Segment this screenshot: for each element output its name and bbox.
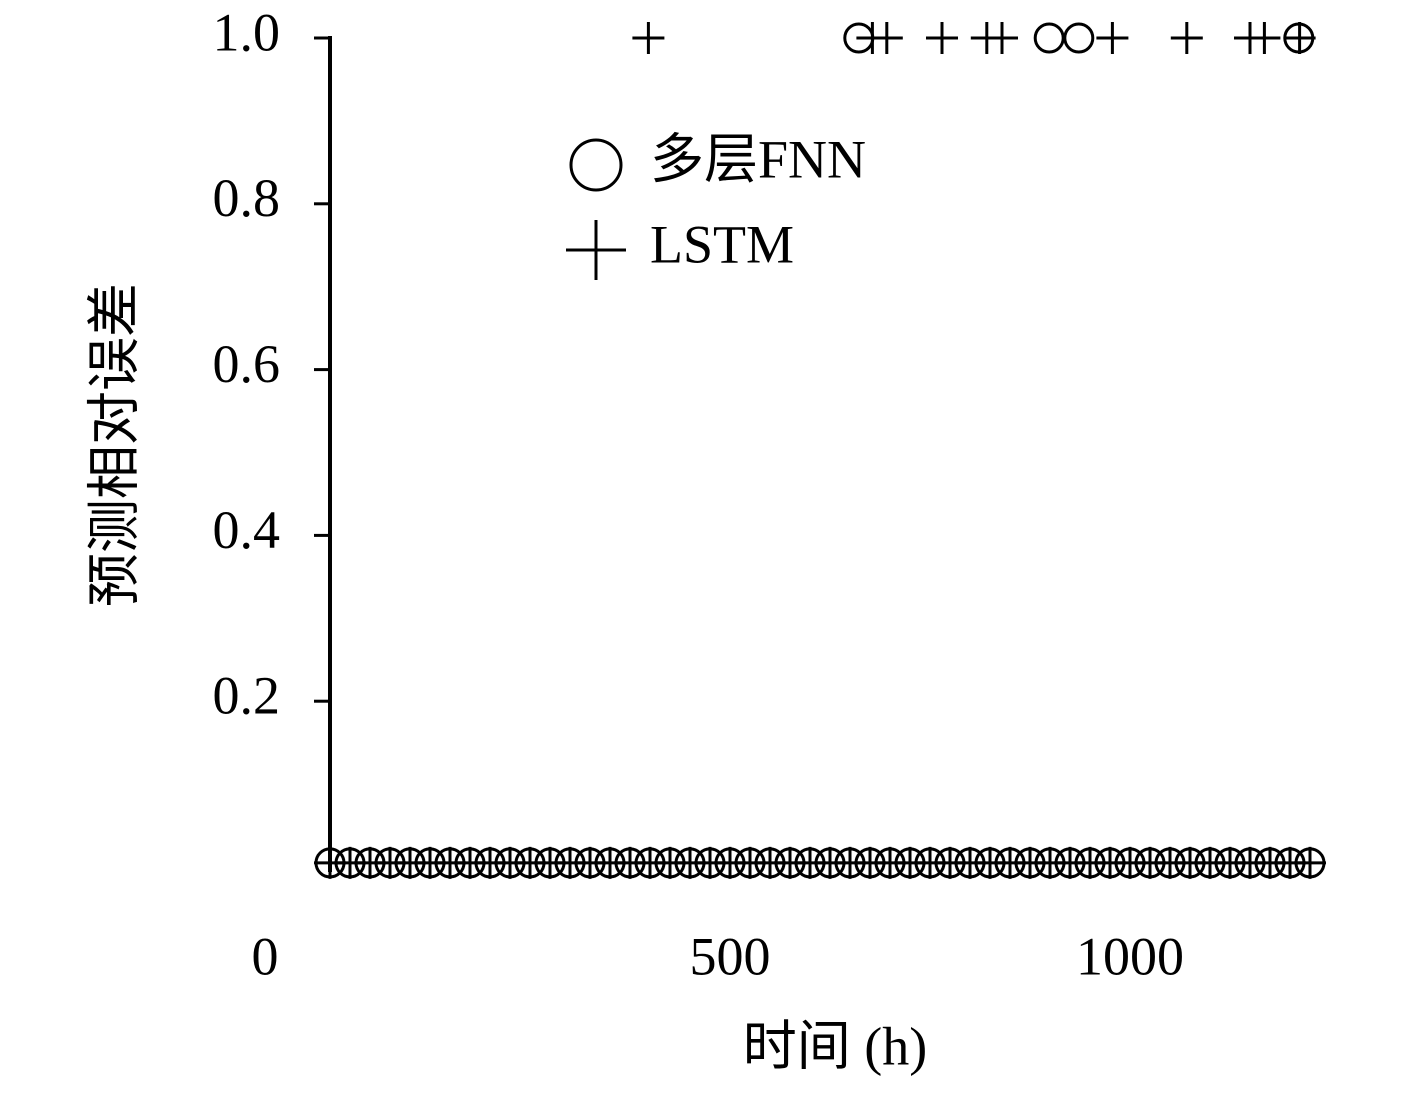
x-tick-label: 0 [252, 926, 279, 986]
legend-label: 多层FNN [650, 129, 866, 189]
marker-plus [1096, 22, 1129, 54]
marker-plus [632, 22, 665, 54]
y-tick-label: 0.8 [213, 168, 281, 228]
marker-circle [1033, 22, 1065, 54]
x-tick-label: 1000 [1076, 926, 1184, 986]
marker-circle [1063, 22, 1095, 54]
legend-label: LSTM [650, 214, 794, 274]
marker-plus [566, 220, 626, 280]
marker-plus [1248, 22, 1281, 54]
marker-plus [870, 22, 903, 54]
marker-plus [1283, 22, 1316, 54]
y-tick-label: 0.2 [213, 666, 281, 726]
y-tick-label: 1.0 [213, 2, 281, 62]
marker-plus [926, 22, 958, 54]
x-axis-label: 时间 (h) [743, 1016, 927, 1076]
y-tick-label: 0.4 [213, 500, 281, 560]
marker-plus [1170, 22, 1203, 54]
y-tick-label: 0.6 [213, 334, 281, 394]
marker-circle [569, 138, 623, 192]
marker-plus [1294, 846, 1326, 879]
marker-plus [986, 22, 1018, 54]
x-tick-label: 500 [690, 926, 771, 986]
y-axis-label: 预测相对误差 [84, 283, 144, 607]
